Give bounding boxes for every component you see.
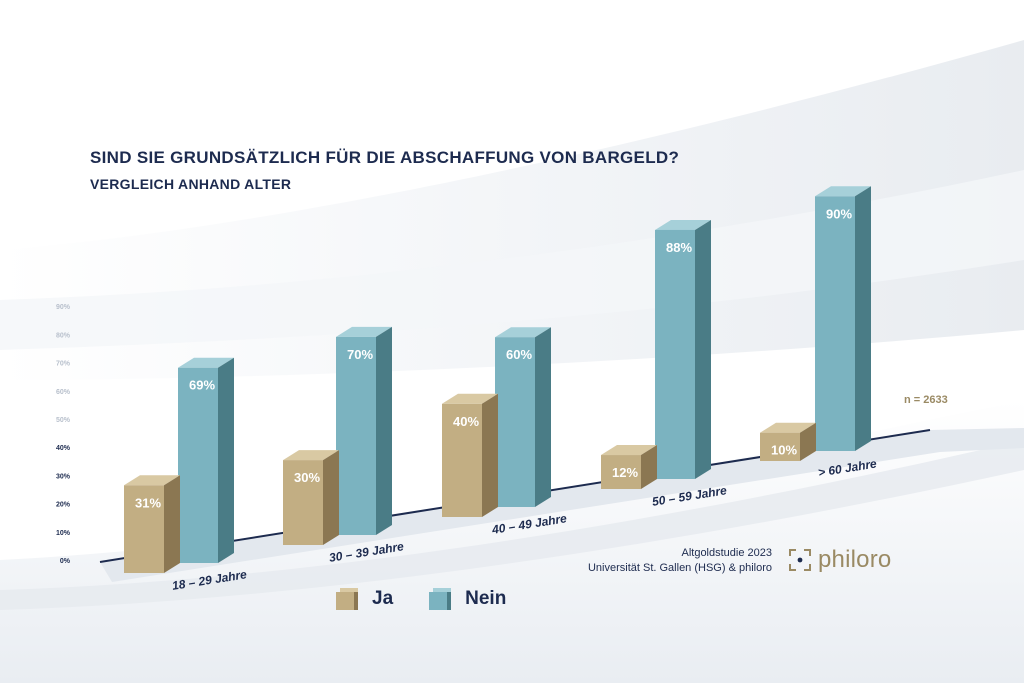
bar-nein-3-value-label: 88% xyxy=(666,240,692,255)
y-tick-label: 20% xyxy=(56,502,71,509)
bar-ja-2-value-label: 40% xyxy=(453,414,479,429)
bar-ja-2: 40% xyxy=(442,393,498,517)
chart-floor xyxy=(100,428,1024,582)
bar-nein-1-value-label: 70% xyxy=(347,347,373,362)
legend-label-nein: Nein xyxy=(465,588,507,609)
bar-nein-2-side xyxy=(535,327,551,507)
bar-nein-4-value-label: 90% xyxy=(826,206,852,221)
bar-nein-0-side xyxy=(218,357,234,563)
bar-nein-1-side xyxy=(376,326,392,535)
y-tick-label: 90% xyxy=(56,304,71,311)
legend-swatch-ja xyxy=(336,588,362,610)
sample-size-label: n = 2633 xyxy=(904,394,948,406)
bar-ja-3-face xyxy=(601,455,641,489)
bar-ja-4-value-label: 10% xyxy=(771,443,797,458)
chart-title: SIND SIE GRUNDSÄTZLICH FÜR DIE ABSCHAFFU… xyxy=(90,148,680,167)
bar-ja-2-side xyxy=(482,393,498,517)
bar-nein-0-value-label: 69% xyxy=(189,378,215,393)
chart-subtitle: VERGLEICH ANHAND ALTER xyxy=(90,176,292,192)
bar-ja-2-top xyxy=(442,393,498,404)
y-tick-label: 10% xyxy=(56,530,71,537)
bar-nein-2-face xyxy=(495,337,535,507)
bar-ja-0-top xyxy=(124,475,180,486)
legend-label-ja: Ja xyxy=(372,588,394,609)
bar-ja-4: 10% xyxy=(760,422,816,461)
bar-nein-2: 60% xyxy=(495,327,551,507)
bar-ja-3: 12% xyxy=(601,445,657,489)
bar-nein-4-face xyxy=(815,196,855,451)
bar-nein-0: 69% xyxy=(178,357,234,563)
source-line-study: Altgoldstudie 2023 xyxy=(681,547,772,559)
bar-nein-0-face xyxy=(178,367,218,563)
philoro-logo-icon xyxy=(789,549,811,571)
y-tick-label: 60% xyxy=(56,389,71,396)
bar-nein-2-value-label: 60% xyxy=(506,347,532,362)
legend-item-nein: Nein xyxy=(429,588,506,610)
y-tick-label: 40% xyxy=(56,445,71,452)
legend-swatch-nein xyxy=(429,588,455,610)
bar-ja-3-side xyxy=(641,445,657,489)
bar-ja-4-side xyxy=(800,422,816,461)
bar-nein-1-top xyxy=(336,326,392,337)
bar-ja-1-face xyxy=(283,460,323,545)
bar-ja-4-top xyxy=(760,422,816,433)
bar-nein-2-top xyxy=(495,327,551,338)
bar-nein-3: 88% xyxy=(655,219,711,479)
philoro-logo: philoro xyxy=(788,546,891,574)
category-label: 18 – 29 Jahre xyxy=(171,567,248,593)
bar-ja-0: 31% xyxy=(124,475,180,573)
y-tick-label: 80% xyxy=(56,332,71,339)
bar-ja-0-value-label: 31% xyxy=(135,495,161,510)
bar-ja-3-value-label: 12% xyxy=(612,465,638,480)
bar-ja-1-value-label: 30% xyxy=(294,470,320,485)
bar-ja-1: 30% xyxy=(283,450,339,545)
bar-ja-0-face xyxy=(124,485,164,573)
bar-ja-2-face xyxy=(442,403,482,517)
bar-nein-3-top xyxy=(655,219,711,230)
bar-nein-4-top xyxy=(815,186,871,197)
y-tick-label: 0% xyxy=(60,558,71,565)
bar-ja-4-face xyxy=(760,432,800,461)
philoro-logo-text: philoro xyxy=(818,546,892,573)
bar-nein-1: 70% xyxy=(336,326,392,535)
bar-ja-1-top xyxy=(283,450,339,461)
y-tick-label: 30% xyxy=(56,473,71,480)
bar-nein-4-side xyxy=(855,186,871,452)
bar-ja-1-side xyxy=(323,450,339,545)
source-note: Altgoldstudie 2023 Universität St. Galle… xyxy=(540,546,772,576)
y-tick-label: 50% xyxy=(56,417,71,424)
bar-ja-3-top xyxy=(601,445,657,456)
y-tick-label: 70% xyxy=(56,361,71,368)
bar-nein-3-face xyxy=(655,229,695,479)
bar-nein-0-top xyxy=(178,357,234,368)
chart-legend: Ja Nein xyxy=(336,588,542,610)
source-line-university: Universität St. Gallen (HSG) & philoro xyxy=(587,562,772,574)
bar-nein-4: 90% xyxy=(815,186,871,452)
bar-nein-1-face xyxy=(336,336,376,535)
legend-item-ja: Ja xyxy=(336,588,393,610)
bar-ja-0-side xyxy=(164,475,180,573)
bar-nein-3-side xyxy=(695,219,711,479)
